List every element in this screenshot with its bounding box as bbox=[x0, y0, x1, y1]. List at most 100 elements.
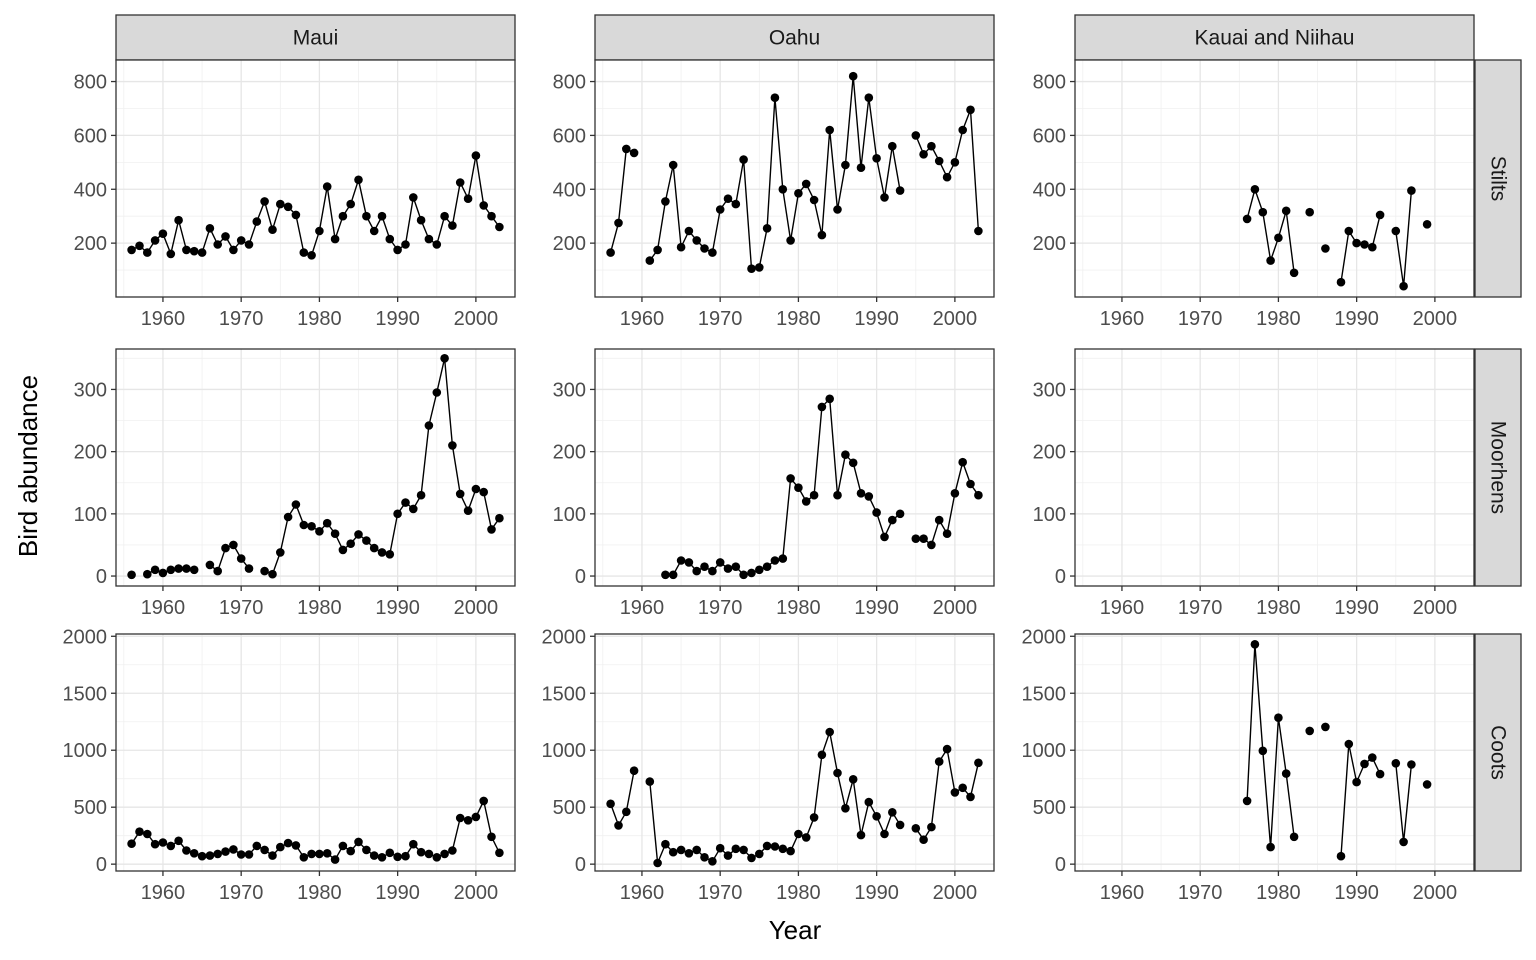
data-point bbox=[315, 226, 324, 236]
data-point bbox=[416, 215, 426, 225]
x-tick-label: 1960 bbox=[1100, 597, 1145, 619]
data-point bbox=[919, 150, 928, 159]
data-point bbox=[676, 556, 686, 565]
data-point bbox=[864, 93, 874, 102]
data-point bbox=[919, 534, 928, 543]
x-tick-label: 1960 bbox=[620, 882, 665, 904]
data-point bbox=[322, 518, 332, 528]
y-tick-label: 1000 bbox=[1022, 740, 1067, 762]
data-point bbox=[205, 851, 215, 860]
data-point bbox=[471, 484, 481, 494]
data-point bbox=[739, 570, 748, 580]
panel-oahu-stilts: 200 400 600 800 1960 1970 1980 1990 2000 bbox=[553, 59, 995, 330]
data-point bbox=[762, 841, 772, 851]
y-tick-label: 200 bbox=[553, 233, 586, 255]
data-point bbox=[354, 837, 363, 847]
data-point bbox=[205, 224, 215, 233]
data-point bbox=[385, 234, 395, 244]
data-point bbox=[276, 842, 285, 852]
panel-maui-stilts: 200 400 600 800 1960 1970 1980 1990 2000 bbox=[74, 59, 516, 330]
x-tick-label: 1960 bbox=[620, 308, 665, 330]
data-point bbox=[174, 215, 183, 225]
panel-kauai-and-niihau-coots: 0 500 1000 1500 2000 1960 1970 1980 1990 2000 bbox=[1022, 626, 1475, 904]
strip-kauai-and-niihau: Kauai and Niihau bbox=[1074, 14, 1475, 61]
data-point bbox=[487, 832, 496, 842]
data-point bbox=[236, 850, 246, 859]
data-point bbox=[974, 758, 983, 768]
y-tick-label: 200 bbox=[74, 442, 107, 464]
data-point bbox=[174, 836, 183, 846]
y-tick-label: 0 bbox=[575, 566, 586, 588]
data-point bbox=[747, 568, 756, 578]
x-tick-label: 1970 bbox=[698, 597, 743, 619]
data-point bbox=[1289, 268, 1299, 278]
data-point bbox=[315, 527, 324, 536]
data-point bbox=[809, 490, 819, 500]
data-point bbox=[463, 506, 473, 515]
data-point bbox=[1375, 210, 1385, 220]
x-tick-label: 1980 bbox=[297, 308, 342, 330]
data-point bbox=[393, 852, 402, 862]
data-point bbox=[684, 849, 694, 858]
gridlines bbox=[1075, 60, 1474, 297]
data-point bbox=[440, 211, 449, 221]
data-point bbox=[1344, 739, 1354, 749]
data-point bbox=[150, 236, 160, 245]
x-tick-label: 1970 bbox=[219, 882, 264, 904]
data-point bbox=[911, 534, 921, 543]
data-point bbox=[778, 185, 788, 194]
data-point bbox=[127, 839, 136, 848]
data-point bbox=[817, 230, 827, 240]
x-tick-label: 2000 bbox=[1413, 882, 1458, 904]
data-point bbox=[950, 158, 960, 167]
y-tick-label: 600 bbox=[1033, 125, 1066, 147]
data-point bbox=[817, 750, 827, 760]
data-point bbox=[283, 202, 293, 212]
data-point bbox=[786, 474, 795, 483]
data-point bbox=[1250, 640, 1260, 649]
data-point bbox=[150, 565, 160, 575]
data-point bbox=[817, 402, 827, 412]
data-point bbox=[731, 844, 741, 854]
data-point bbox=[723, 851, 733, 860]
data-point bbox=[848, 71, 858, 81]
data-point bbox=[424, 234, 434, 244]
x-tick-label: 2000 bbox=[933, 597, 978, 619]
data-point bbox=[1289, 832, 1299, 842]
data-point bbox=[158, 568, 168, 578]
y-tick-label: 600 bbox=[74, 125, 107, 147]
y-tick-label: 2000 bbox=[63, 626, 108, 648]
data-point bbox=[127, 570, 136, 580]
gridlines bbox=[116, 60, 515, 297]
y-axis-title: Bird abundance bbox=[13, 375, 43, 557]
data-point bbox=[794, 189, 803, 198]
data-point bbox=[653, 858, 662, 868]
x-tick-label: 1960 bbox=[141, 882, 186, 904]
data-point bbox=[747, 264, 756, 274]
data-point bbox=[614, 821, 623, 830]
x-tick-label: 2000 bbox=[933, 308, 978, 330]
y-tick-label: 500 bbox=[553, 797, 586, 819]
data-point bbox=[315, 849, 324, 859]
series-oahu-coots bbox=[606, 727, 983, 868]
strip-label: Oahu bbox=[769, 27, 820, 50]
data-point bbox=[974, 226, 983, 236]
data-point bbox=[346, 539, 356, 548]
data-point bbox=[495, 848, 504, 858]
x-tick-label: 1990 bbox=[375, 308, 420, 330]
data-point bbox=[455, 489, 465, 499]
data-point bbox=[385, 848, 395, 858]
panel-oahu-moorhens: 0 100 200 300 1960 1970 1980 1990 2000 bbox=[553, 348, 995, 619]
data-point bbox=[755, 849, 764, 859]
data-point bbox=[346, 199, 356, 209]
data-point bbox=[307, 251, 316, 260]
data-point bbox=[661, 839, 670, 849]
y-tick-label: 200 bbox=[1033, 233, 1066, 255]
data-point bbox=[1242, 214, 1252, 224]
x-tick-label: 2000 bbox=[454, 597, 499, 619]
data-point bbox=[668, 160, 678, 170]
data-point bbox=[213, 566, 222, 576]
series-oahu-moorhens bbox=[661, 394, 983, 580]
data-point bbox=[715, 843, 725, 853]
data-point bbox=[809, 813, 819, 822]
